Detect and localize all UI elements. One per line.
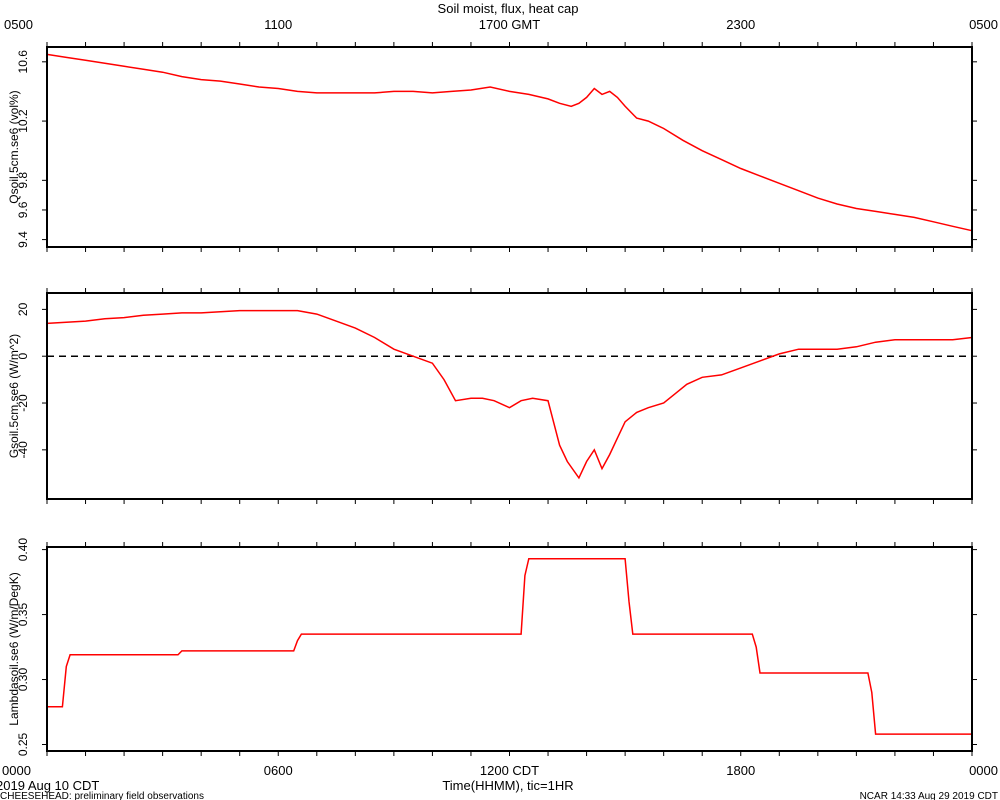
y-axis-label: Lambdasoil.se6 (W/m/DegK): [7, 572, 21, 725]
top-tick-label: 0500: [4, 17, 33, 32]
plot-frame: [46, 46, 973, 248]
y-tick-label: -20: [16, 394, 30, 412]
y-tick-label: 9.8: [16, 172, 30, 189]
y-tick-label: 0.40: [16, 538, 30, 562]
series-line: [46, 309, 973, 480]
y-tick-label: 0.35: [16, 603, 30, 627]
plot-panels: 9.4 9.6 9.8 10.2 10.6 Qsoil.5cm.se6 (vol%) -40…: [2, 17, 998, 778]
plot-frame: [46, 292, 973, 500]
footer-right: NCAR 14:33 Aug 29 2019 CDT: [860, 791, 998, 800]
x-axis-label: Time(HHMM), tic=1HR: [442, 778, 573, 793]
series-line: [47, 557, 972, 735]
panel-2: -40 -20 0 20 Gsoil.5cm.se6 (W/m^2): [7, 288, 977, 504]
date-label: 2019 Aug 10 CDT: [0, 778, 99, 793]
y-tick-label: 0: [16, 353, 30, 360]
bottom-tick-label: 0000: [2, 763, 31, 778]
top-tick-label: 1100: [264, 17, 292, 32]
top-tick-label: 2300: [726, 17, 755, 32]
y-tick-label: 0.25: [16, 733, 30, 757]
series-line: [46, 53, 973, 232]
y-tick-label: 10.2: [16, 109, 30, 133]
bottom-tick-label: 0600: [264, 763, 293, 778]
y-tick-label: 20: [16, 302, 30, 316]
y-tick-label: 9.6: [16, 201, 30, 218]
top-tick-label: 0500: [969, 17, 998, 32]
top-tick-label: 1700 GMT: [479, 17, 540, 32]
panel-1: 9.4 9.6 9.8 10.2 10.6 Qsoil.5cm.se6 (vol%): [7, 42, 977, 252]
footer-left: CHEESEHEAD: preliminary field observatio…: [0, 791, 204, 800]
y-axis-label: Gsoil.5cm.se6 (W/m^2): [7, 334, 21, 458]
y-tick-label: 10.6: [16, 50, 30, 74]
y-tick-label: 9.4: [16, 231, 30, 248]
bottom-tick-label: 1800: [726, 763, 755, 778]
y-axis-label: Qsoil.5cm.se6 (vol%): [7, 90, 21, 203]
chart-title: Soil moist, flux, heat cap: [438, 1, 579, 16]
bottom-tick-label: 0000: [969, 763, 998, 778]
y-tick-label: -40: [16, 441, 30, 459]
y-tick-label: 0.30: [16, 668, 30, 692]
plot-frame: [46, 546, 973, 752]
panel-3: 0.25 0.30 0.35 0.40 Lambdasoil.se6 (W/m/DegK…: [7, 538, 977, 757]
bottom-tick-label: 1200 CDT: [480, 763, 539, 778]
